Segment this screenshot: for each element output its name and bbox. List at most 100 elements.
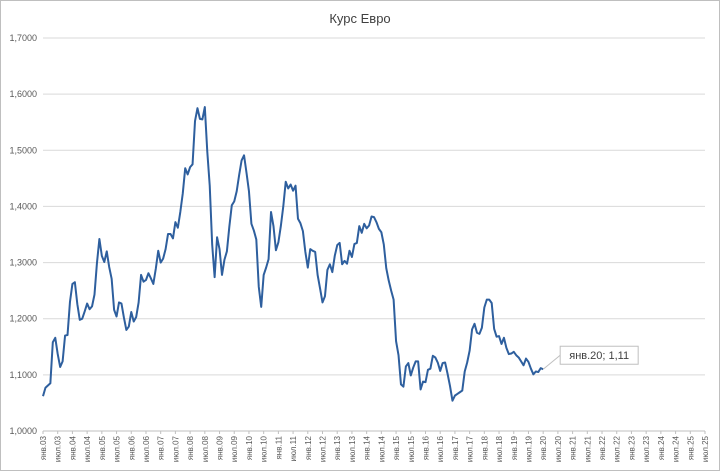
data-point xyxy=(414,360,416,362)
data-point xyxy=(341,263,343,265)
y-axis-tick-labels: 1,0000 1,1000 1,2000 1,3000 1,4000 1,5000 1,60… xyxy=(9,33,37,436)
data-point xyxy=(515,354,517,356)
x-tick-label: июл.12 xyxy=(319,435,328,462)
data-point xyxy=(201,118,203,120)
data-point xyxy=(429,367,431,369)
data-point xyxy=(503,337,505,339)
data-point xyxy=(410,374,412,376)
data-point xyxy=(417,360,419,362)
data-point xyxy=(456,393,458,395)
data-point xyxy=(186,173,188,175)
x-tick-label: янв.12 xyxy=(304,435,313,460)
data-point xyxy=(498,335,500,337)
y-tick-label: 1,5000 xyxy=(9,145,37,155)
data-point xyxy=(444,361,446,363)
data-point xyxy=(537,371,539,373)
data-point xyxy=(522,364,524,366)
data-point xyxy=(98,238,100,240)
data-point xyxy=(238,174,240,176)
data-point xyxy=(486,298,488,300)
data-point xyxy=(191,163,193,165)
data-point xyxy=(378,228,380,230)
data-point xyxy=(120,302,122,304)
data-point xyxy=(473,323,475,325)
x-tick-label: янв.10 xyxy=(245,435,254,460)
data-point xyxy=(329,263,331,265)
data-point xyxy=(488,298,490,300)
data-point xyxy=(236,190,238,192)
data-point xyxy=(108,266,110,268)
data-point xyxy=(150,277,152,279)
x-tick-label: янв.24 xyxy=(657,435,666,460)
data-point xyxy=(299,222,301,224)
x-tick-label: янв.25 xyxy=(686,435,695,460)
data-point xyxy=(380,231,382,233)
x-tick-label: июл.14 xyxy=(377,435,386,462)
data-point xyxy=(199,118,201,120)
data-point xyxy=(79,319,81,321)
data-point xyxy=(468,350,470,352)
x-tick-label: янв.08 xyxy=(186,435,195,460)
data-point xyxy=(422,380,424,382)
x-tick-label: июл.11 xyxy=(289,435,298,461)
data-point xyxy=(110,278,112,280)
data-point xyxy=(287,187,289,189)
data-point xyxy=(93,293,95,295)
x-tick-label: янв.06 xyxy=(127,435,136,460)
data-point xyxy=(510,352,512,354)
x-tick-label: июл.05 xyxy=(113,435,122,462)
data-point xyxy=(231,204,233,206)
x-tick-label: янв.05 xyxy=(98,435,107,460)
data-point xyxy=(346,262,348,264)
data-point xyxy=(59,366,61,368)
data-point xyxy=(54,337,56,339)
data-point xyxy=(493,328,495,330)
x-tick-label: июл.17 xyxy=(466,435,475,462)
data-point xyxy=(162,257,164,259)
data-point xyxy=(358,225,360,227)
data-point xyxy=(478,333,480,335)
data-point xyxy=(466,361,468,363)
data-point xyxy=(525,357,527,359)
data-point xyxy=(270,211,272,213)
x-tick-label: янв.19 xyxy=(510,435,519,460)
x-tick-label: июл.03 xyxy=(54,435,63,462)
data-point xyxy=(167,233,169,235)
data-point xyxy=(128,325,130,327)
y-tick-label: 1,6000 xyxy=(9,89,37,99)
data-point xyxy=(44,387,46,389)
data-point xyxy=(336,244,338,246)
data-point xyxy=(209,184,211,186)
data-point xyxy=(397,354,399,356)
x-tick-label: июл.18 xyxy=(495,435,504,462)
series-line-euro-rate xyxy=(42,106,544,402)
data-point xyxy=(130,311,132,313)
data-point xyxy=(189,166,191,168)
data-point xyxy=(353,243,355,245)
data-point xyxy=(449,385,451,387)
data-point xyxy=(216,236,218,238)
data-point xyxy=(424,381,426,383)
data-point xyxy=(277,241,279,243)
data-point xyxy=(135,316,137,318)
data-point xyxy=(476,332,478,334)
data-point xyxy=(140,274,142,276)
y-tick-label: 1,2000 xyxy=(9,314,37,324)
data-point xyxy=(363,223,365,225)
data-point xyxy=(316,274,318,276)
data-point xyxy=(267,258,269,260)
y-tick-label: 1,1000 xyxy=(9,370,37,380)
callout-box xyxy=(559,345,639,365)
data-point xyxy=(432,355,434,357)
x-tick-label: янв.14 xyxy=(363,435,372,460)
data-point xyxy=(52,341,54,343)
data-point xyxy=(454,394,456,396)
x-tick-label: июл.20 xyxy=(554,435,563,462)
data-point xyxy=(184,167,186,169)
data-point xyxy=(383,243,385,245)
data-point xyxy=(331,271,333,273)
data-point xyxy=(461,389,463,391)
data-point xyxy=(61,360,63,362)
data-point xyxy=(125,329,127,331)
